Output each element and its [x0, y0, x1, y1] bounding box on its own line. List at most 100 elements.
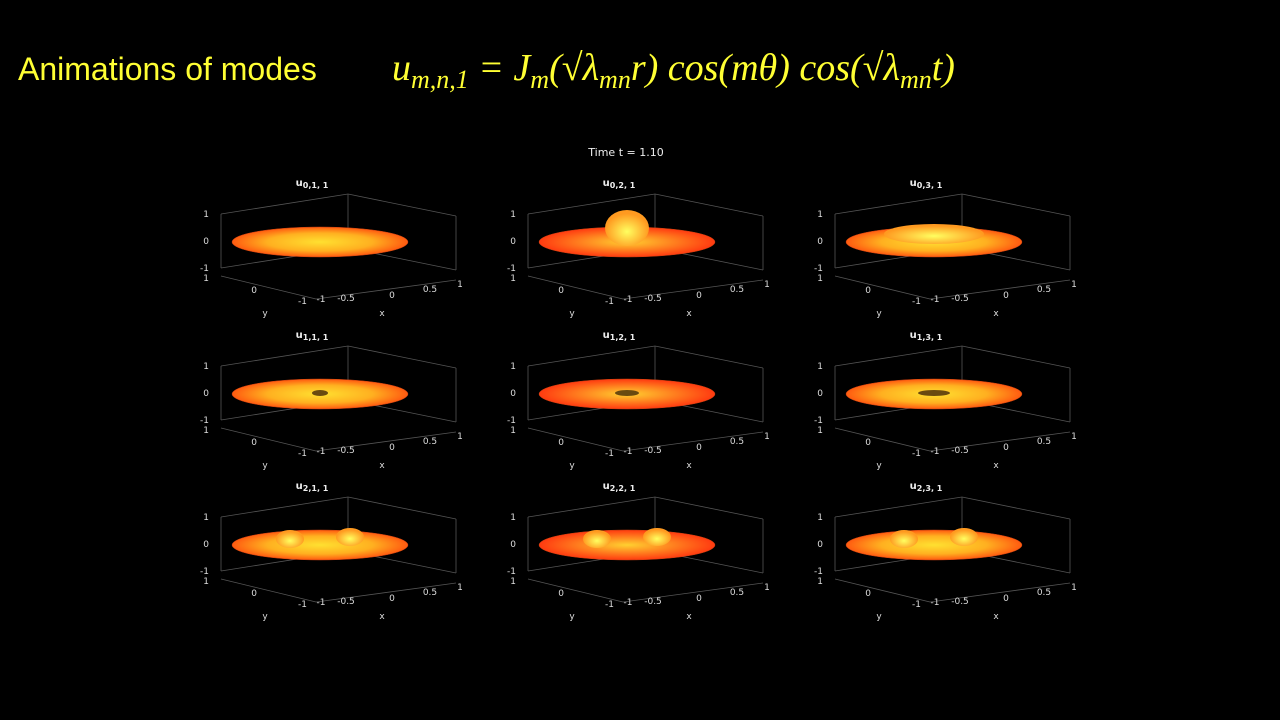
z-tick-label: 0 — [203, 540, 209, 550]
y-tick-label: 1 — [510, 577, 516, 587]
z-tick-label: 1 — [203, 362, 209, 372]
y-tick-label: -1 — [605, 297, 614, 307]
y-tick-label: 1 — [203, 577, 209, 587]
x-tick-label: 0 — [389, 291, 395, 301]
subplot-subscript: 2,2, 1 — [610, 484, 636, 493]
x-tick-label: -1 — [317, 447, 326, 457]
axis-box-line — [220, 345, 349, 367]
formula-subscript: mn — [900, 65, 932, 94]
formula-part: t) — [932, 47, 955, 89]
subplot: u0,2, 110-110-1y-1 -0.5 00.5 1x — [507, 178, 770, 319]
subplot-subscript: 2,1, 1 — [303, 484, 329, 493]
subplot-symbol: u — [603, 481, 610, 492]
y-axis-label: y — [262, 612, 268, 622]
axis-box-line — [834, 578, 931, 603]
x-tick-label: 0 — [1003, 291, 1009, 301]
formula-part: (√λ — [549, 47, 599, 89]
x-axis-label: x — [686, 309, 692, 319]
y-axis-label: y — [569, 461, 575, 471]
y-tick-label: 0 — [558, 589, 564, 599]
axis-box-line — [347, 345, 457, 369]
subplot-symbol: u — [296, 481, 303, 492]
subplot: u1,2, 110-110-1y-1 -0.5 00.5 1x — [507, 330, 770, 471]
figure-title: Time t = 1.10 — [587, 146, 663, 159]
x-tick-label: 1 — [764, 280, 770, 290]
z-tick-label: -1 — [814, 264, 823, 274]
z-tick-label: 0 — [203, 237, 209, 247]
subplot: u1,3, 110-110-1y-1 -0.5 00.5 1x — [814, 330, 1077, 471]
axis-box-line — [315, 279, 457, 300]
y-axis-label: y — [262, 461, 268, 471]
y-tick-label: 0 — [251, 589, 257, 599]
y-tick-label: -1 — [298, 297, 307, 307]
surface-lobe — [276, 530, 304, 548]
x-axis-label: x — [379, 612, 385, 622]
axis-box-line — [654, 496, 764, 520]
x-tick-label: -0.5 — [644, 446, 662, 456]
subplot: u1,1, 110-110-1y-1 -0.5 00.5 1x — [200, 330, 463, 471]
axis-box-line — [527, 193, 656, 215]
axis-box-line — [654, 345, 764, 369]
surface — [538, 529, 716, 561]
formula-subscript: mn — [599, 65, 631, 94]
axis-box-line — [315, 431, 457, 452]
subplot: u2,1, 110-110-1y-1 -0.5 00.5 1x — [200, 481, 463, 622]
surface-lobe — [950, 528, 978, 546]
subplot-subscript: 0,2, 1 — [610, 181, 636, 190]
x-tick-label: -0.5 — [951, 597, 969, 607]
subplot: u2,2, 110-110-1y-1 -0.5 00.5 1x — [507, 481, 770, 622]
x-tick-label: 0 — [389, 594, 395, 604]
subplot-title: u2,1, 1 — [296, 481, 329, 493]
axis-box-line — [834, 275, 931, 300]
x-tick-label: -1 — [624, 447, 633, 457]
z-tick-label: 1 — [510, 210, 516, 220]
y-axis-label: y — [569, 612, 575, 622]
x-tick-label: 0.5 — [730, 588, 744, 598]
x-tick-label: 1 — [1071, 432, 1077, 442]
axis-box-line — [347, 193, 457, 217]
z-tick-label: -1 — [200, 264, 209, 274]
x-tick-label: 0.5 — [1037, 437, 1051, 447]
axis-box-line — [834, 193, 963, 215]
surface-peak — [605, 210, 649, 246]
y-tick-label: 1 — [203, 274, 209, 284]
formula-subscript: m,n,1 — [411, 65, 469, 94]
x-tick-label: -0.5 — [951, 294, 969, 304]
subplot: u0,3, 110-110-1y-1 -0.5 00.5 1x — [814, 178, 1077, 319]
subplot-title: u0,2, 1 — [603, 178, 636, 190]
axis-box-line — [315, 582, 457, 603]
subplot-title: u0,3, 1 — [910, 178, 943, 190]
y-tick-label: -1 — [912, 297, 921, 307]
subplot-subscript: 1,2, 1 — [610, 333, 636, 342]
axis-box-line — [220, 427, 317, 452]
x-axis-label: x — [686, 612, 692, 622]
surface-lobe — [890, 530, 918, 548]
z-tick-label: 1 — [203, 210, 209, 220]
axis-box-line — [929, 582, 1071, 603]
formula-part: r) cos(mθ) cos(√λ — [631, 47, 900, 89]
axis-box-line — [347, 496, 457, 520]
x-tick-label: -1 — [931, 598, 940, 608]
subplot-symbol: u — [910, 330, 917, 341]
formula-subscript: m — [530, 65, 549, 94]
surface-lobe — [583, 530, 611, 548]
surface — [231, 529, 409, 561]
surface-node — [918, 390, 950, 396]
axis-box-line — [622, 582, 764, 603]
z-tick-label: -1 — [507, 416, 516, 426]
z-tick-label: 0 — [510, 389, 516, 399]
axis-box-line — [527, 275, 624, 300]
y-tick-label: 1 — [510, 426, 516, 436]
x-tick-label: -0.5 — [337, 294, 355, 304]
z-tick-label: -1 — [200, 416, 209, 426]
axis-box-line — [961, 345, 1071, 369]
x-tick-label: -0.5 — [951, 446, 969, 456]
surface-lobe — [643, 528, 671, 546]
y-tick-label: 0 — [251, 286, 257, 296]
y-tick-label: 0 — [865, 589, 871, 599]
axis-box-line — [834, 496, 963, 518]
y-tick-label: 0 — [865, 438, 871, 448]
axis-box-line — [527, 427, 624, 452]
